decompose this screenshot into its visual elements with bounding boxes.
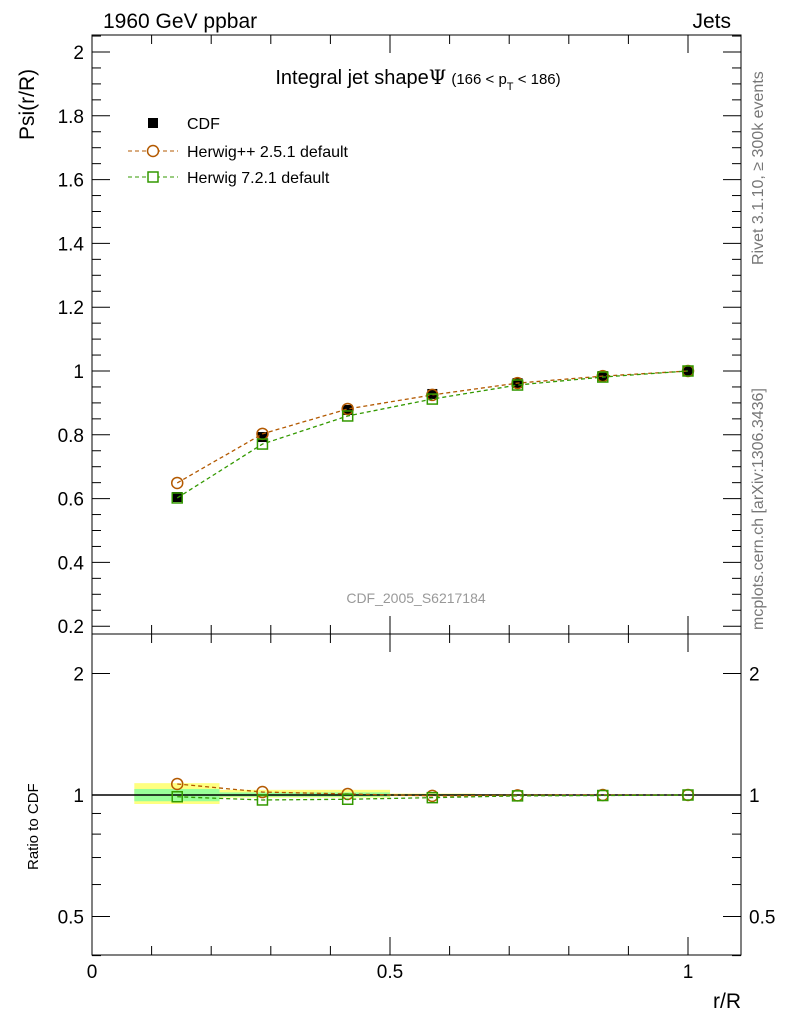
x-axis-label: r/R <box>713 990 741 1013</box>
data-point-herwigpp <box>170 476 184 490</box>
legend-label-herwig7: Herwig 7.2.1 default <box>187 170 330 187</box>
y-tick-label: 1.4 <box>58 234 85 255</box>
ratio-point-herwig7 <box>256 794 269 806</box>
title-sub: T <box>507 81 514 93</box>
data-point-herwig7 <box>682 365 694 377</box>
ratio-point-herwig7 <box>511 790 524 802</box>
data-point-cdf <box>257 432 268 443</box>
series-line-2 <box>176 370 689 499</box>
y-tick-label: 0.4 <box>58 553 85 574</box>
ratio-point-herwigpp <box>170 777 184 791</box>
y-tick-label: 0.8 <box>58 426 84 447</box>
legend-marker-herwigpp <box>146 144 160 158</box>
ratio-point-herwig7 <box>426 791 439 804</box>
ratio-series-line-1 <box>177 794 689 801</box>
y-tick-label: 1.2 <box>58 298 84 319</box>
y-tick-label: 0.6 <box>58 490 84 511</box>
ratio-y-tick-label: 0.5 <box>58 908 84 929</box>
legend-label-cdf: CDF <box>187 116 220 133</box>
y-tick-label: 1.6 <box>58 171 84 192</box>
ratio-point-herwig7 <box>171 791 183 803</box>
header-right: Jets <box>692 10 731 33</box>
x-tick-label: 1 <box>683 962 694 983</box>
data-point-herwig7 <box>256 438 269 450</box>
ratio-y-tick-label: 2 <box>73 665 84 686</box>
watermark: CDF_2005_S6217184 <box>346 590 486 606</box>
ratio-y-tick-label-right: 1 <box>749 786 760 807</box>
ratio-point-herwig7 <box>682 789 694 801</box>
data-point-herwig7 <box>511 379 524 391</box>
ratio-series-line-0 <box>177 783 688 797</box>
legend-label-herwigpp: Herwig++ 2.5.1 default <box>187 144 349 161</box>
mcplots-label: mcplots.cern.ch [arXiv:1306.3436] <box>750 388 767 630</box>
x-tick-label: 0.5 <box>377 962 403 983</box>
legend: CDF Herwig++ 2.5.1 default Herwig 7.2.1 … <box>128 116 349 187</box>
data-point-herwig7 <box>597 371 609 383</box>
ratio-y-tick-label-right: 0.5 <box>749 908 775 929</box>
ratio-point-herwig7 <box>597 789 609 802</box>
chart-title: Integral jet shapeΨ (166 < pT < 186) <box>275 65 560 93</box>
y-tick-label: 2 <box>73 43 84 64</box>
legend-marker-herwig7 <box>147 171 159 183</box>
data-point-cdf <box>342 404 353 415</box>
title-range: (166 < p <box>451 71 506 88</box>
y-axis-label: Psi(r/R) <box>16 69 39 140</box>
series-line-1 <box>176 370 689 484</box>
data-point-herwig7 <box>171 492 183 504</box>
ratio-y-axis-label: Ratio to CDF <box>25 783 42 870</box>
x-tick-label: 0 <box>87 962 98 983</box>
ratio-y-tick-label-right: 2 <box>749 665 760 686</box>
legend-marker-cdf <box>148 118 158 128</box>
ratio-point-herwigpp <box>256 785 269 799</box>
title-range-end: < 186) <box>514 71 561 88</box>
y-tick-label: 1 <box>73 362 84 383</box>
title-text: Integral jet shape <box>275 67 428 89</box>
data-point-herwigpp <box>341 402 354 416</box>
ratio-point-herwig7 <box>341 793 354 806</box>
title-symbol: Ψ <box>429 65 447 89</box>
ratio-y-tick-label: 1 <box>73 786 84 807</box>
data-point-cdf <box>172 492 183 503</box>
header-left: 1960 GeV ppbar <box>103 10 257 33</box>
rivet-label: Rivet 3.1.10, ≥ 300k events <box>750 71 767 265</box>
y-tick-label: 0.2 <box>58 617 84 638</box>
data-point-herwig7 <box>426 393 439 405</box>
data-point-herwig7 <box>341 410 354 422</box>
y-tick-label: 1.8 <box>58 107 84 128</box>
